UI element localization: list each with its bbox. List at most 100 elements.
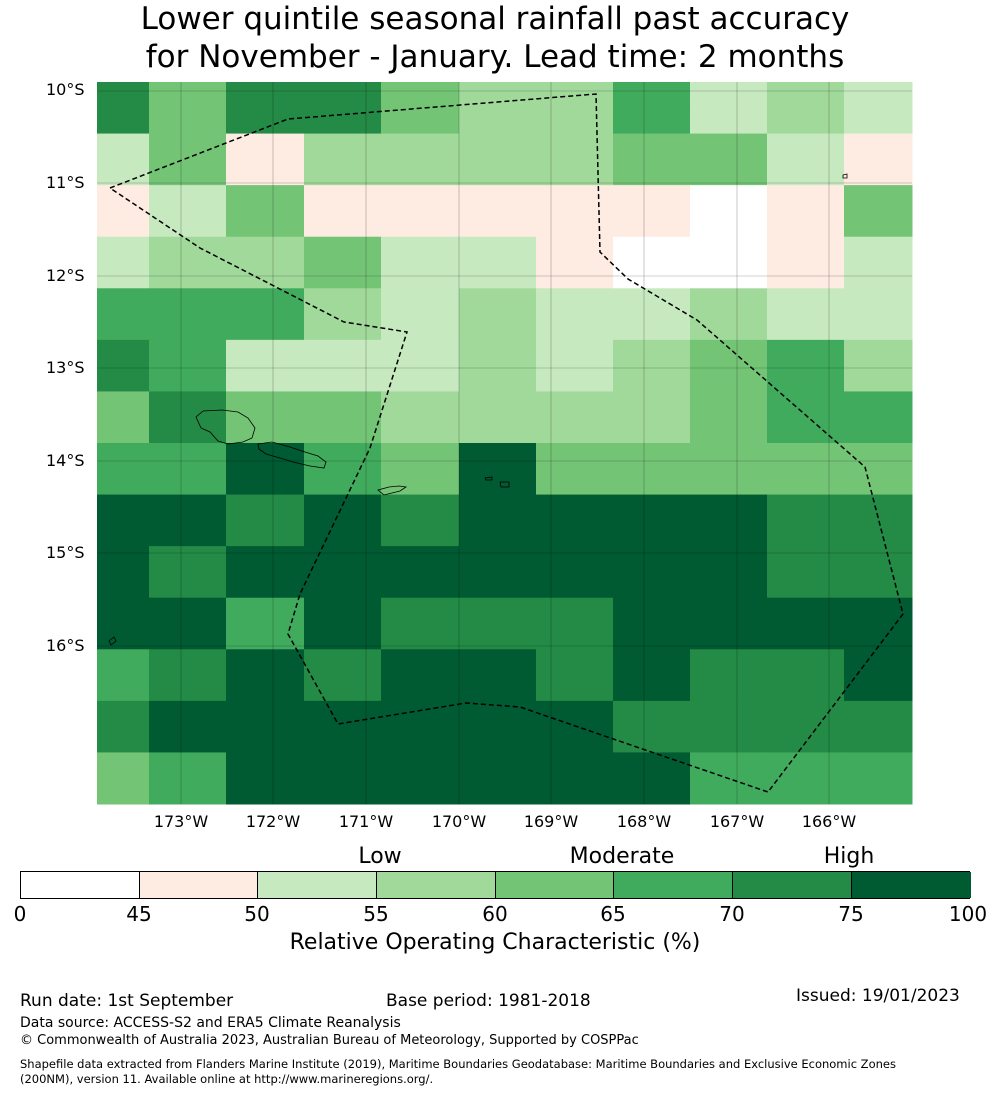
grid-cell: [149, 752, 227, 805]
grid-cell: [459, 82, 537, 109]
grid-cell: [149, 700, 227, 753]
grid-cell: [844, 82, 913, 109]
grid-cell: [690, 700, 768, 753]
grid-cell: [844, 107, 913, 135]
grid-cell: [97, 546, 150, 599]
grid-cell: [226, 107, 305, 135]
grid-cell: [149, 236, 227, 289]
grid-cell: [690, 288, 768, 341]
grid-cell: [767, 133, 845, 186]
grid-cell: [149, 288, 227, 341]
grid-cell: [304, 752, 382, 805]
grid-cell: [97, 133, 150, 186]
grid-cell: [536, 185, 614, 238]
grid-cell: [97, 339, 150, 392]
grid-cell: [613, 107, 691, 135]
shapefile-credit-line-2: (200NM), version 11. Available online at…: [20, 1072, 434, 1086]
grid-cell: [459, 752, 537, 805]
grid-cell: [97, 597, 150, 650]
grid-cell: [97, 443, 150, 496]
grid-cell: [381, 133, 460, 186]
grid-cell: [844, 391, 913, 444]
grid-cell: [767, 752, 845, 805]
grid-cell: [844, 443, 913, 496]
grid-cell: [381, 82, 460, 109]
grid-cell: [536, 752, 614, 805]
grid-cell: [459, 236, 537, 289]
grid-cell: [690, 597, 768, 650]
grid-cell: [690, 443, 768, 496]
grid-cell: [149, 494, 227, 547]
grid-cell: [767, 443, 845, 496]
lat-label-16s: 16°S: [46, 636, 85, 655]
grid-cell: [226, 82, 305, 109]
grid-cell: [767, 236, 845, 289]
colorbar-segment-55-60: [377, 872, 496, 898]
grid-cell: [613, 82, 691, 109]
grid-cell: [536, 339, 614, 392]
category-moderate-label: Moderate: [569, 844, 675, 869]
grid-cell: [536, 649, 614, 702]
grid-cell: [690, 236, 768, 289]
grid-cell: [381, 185, 460, 238]
grid-cell: [381, 700, 460, 753]
lon-label-170w: 170°W: [431, 812, 487, 831]
grid-cell: [613, 236, 691, 289]
lat-label-14s: 14°S: [46, 451, 85, 470]
grid-cell: [226, 546, 305, 599]
grid-cell: [97, 236, 150, 289]
grid-cell: [226, 443, 305, 496]
grid-cell: [459, 546, 537, 599]
grid-cell: [304, 185, 382, 238]
island-small-west: [108, 636, 117, 646]
grid-cell: [226, 391, 305, 444]
grid-cell: [381, 443, 460, 496]
lon-label-166w: 166°W: [801, 812, 857, 831]
grid-cell: [304, 700, 382, 753]
grid-cell: [381, 288, 460, 341]
grid-cell: [459, 494, 537, 547]
grid-cell: [613, 443, 691, 496]
colorbar-segment-70-75: [733, 872, 852, 898]
grid-cell: [149, 82, 227, 109]
grid-cell: [767, 82, 845, 109]
grid-cell: [381, 546, 460, 599]
grid-cell: [844, 597, 913, 650]
lon-label-167w: 167°W: [709, 812, 765, 831]
grid-cell: [459, 443, 537, 496]
grid-cell: [304, 339, 382, 392]
issued-date: Issued: 19/01/2023: [796, 986, 960, 1006]
base-period: Base period: 1981-2018: [386, 991, 591, 1011]
grid-cell: [690, 185, 768, 238]
grid-cell: [149, 133, 227, 186]
grid-cell: [767, 597, 845, 650]
grid-cell: [459, 288, 537, 341]
island-swains: [842, 173, 848, 179]
grid-cell: [381, 494, 460, 547]
colorbar: [20, 871, 971, 899]
grid-cell: [767, 339, 845, 392]
grid-cell: [149, 339, 227, 392]
shapefile-credit-line-1: Shapefile data extracted from Flanders M…: [20, 1057, 896, 1071]
grid-cell: [97, 391, 150, 444]
grid-cell: [149, 107, 227, 135]
grid-cell: [690, 391, 768, 444]
grid-cell: [536, 700, 614, 753]
grid-cell: [381, 339, 460, 392]
grid-cell: [459, 339, 537, 392]
grid-cell: [97, 185, 150, 238]
grid-cell: [844, 288, 913, 341]
grid-cell: [459, 185, 537, 238]
grid-cell: [767, 546, 845, 599]
grid-cell: [536, 391, 614, 444]
colorbar-tick-100: 100: [948, 902, 988, 926]
grid-cell: [767, 185, 845, 238]
grid-cell: [381, 597, 460, 650]
colorbar-tick-45: 45: [126, 902, 152, 926]
grid-cell: [381, 391, 460, 444]
colorbar-segment-75-100: [852, 872, 971, 898]
grid-cell: [149, 597, 227, 650]
lat-label-11s: 11°S: [46, 173, 85, 192]
lat-label-13s: 13°S: [46, 358, 85, 377]
grid-cell: [149, 185, 227, 238]
